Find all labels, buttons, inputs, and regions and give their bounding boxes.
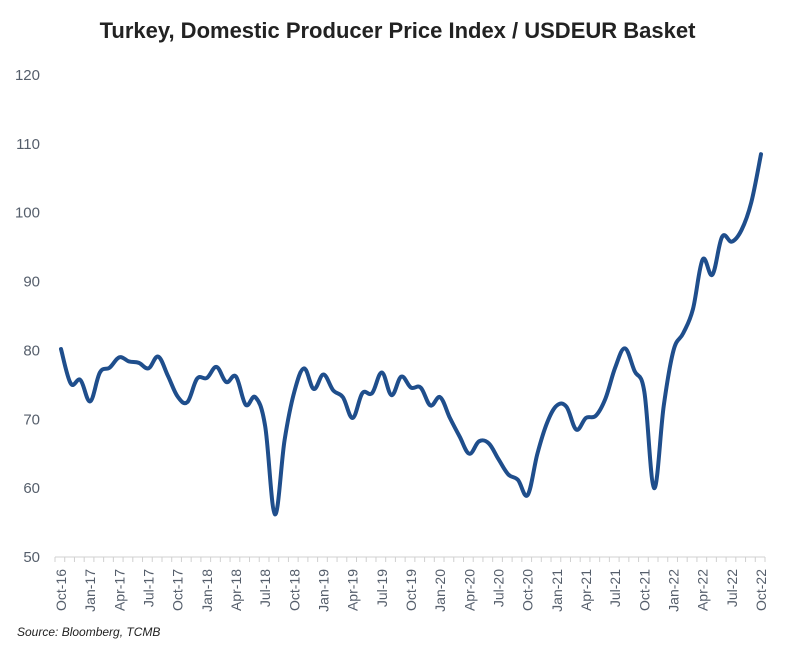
series-line xyxy=(59,152,763,517)
x-tick-label: Jul-22 xyxy=(724,569,740,607)
x-tick-label: Jan-17 xyxy=(82,569,98,612)
y-tick-label: 50 xyxy=(23,549,40,566)
source-note: Source: Bloomberg, TCMB xyxy=(17,625,161,639)
x-tick-label: Jan-18 xyxy=(199,569,215,612)
y-axis: 50 60 70 80 90 100 110 120 xyxy=(15,67,40,566)
x-tick-label: Apr-18 xyxy=(228,569,244,611)
x-tick-label: Oct-20 xyxy=(520,569,536,611)
x-tick-label: Jul-18 xyxy=(257,569,273,607)
x-tick-label: Oct-22 xyxy=(753,569,769,611)
x-tick-label: Oct-18 xyxy=(286,569,302,611)
x-tick-label: Oct-17 xyxy=(170,569,186,611)
y-tick-label: 90 xyxy=(23,274,40,291)
x-tick-label: Oct-21 xyxy=(636,569,652,611)
x-tick-label: Jul-19 xyxy=(374,569,390,607)
x-tick-label: Oct-16 xyxy=(53,569,69,611)
y-tick-label: 100 xyxy=(15,205,40,222)
x-tick-label: Jan-20 xyxy=(432,569,448,612)
x-tick-label: Apr-21 xyxy=(578,569,594,611)
x-tick-label: Jan-19 xyxy=(316,569,332,612)
y-tick-label: 120 xyxy=(15,67,40,84)
plot-area xyxy=(59,152,763,517)
y-tick-label: 110 xyxy=(16,136,40,153)
x-tick-label: Apr-17 xyxy=(111,569,127,611)
x-tick-label: Jan-21 xyxy=(549,569,565,612)
x-tick-label: Jul-20 xyxy=(491,569,507,607)
x-tick-label: Jul-17 xyxy=(141,569,157,607)
x-tick-label: Jan-22 xyxy=(666,569,682,612)
x-tick-label: Jul-21 xyxy=(607,569,623,607)
y-tick-label: 60 xyxy=(23,480,40,497)
chart-title: Turkey, Domestic Producer Price Index / … xyxy=(99,18,696,43)
x-tick-label: Apr-19 xyxy=(345,569,361,611)
y-tick-label: 80 xyxy=(23,342,40,359)
y-tick-label: 70 xyxy=(23,411,40,428)
x-tick-label: Apr-22 xyxy=(695,569,711,611)
x-axis: Oct-16 Jan-17 Apr-17 Jul-17 Oct-17 Jan-18 Apr-… xyxy=(53,556,769,612)
x-tick-label: Oct-19 xyxy=(403,569,419,611)
x-tick-label: Apr-20 xyxy=(461,569,477,611)
